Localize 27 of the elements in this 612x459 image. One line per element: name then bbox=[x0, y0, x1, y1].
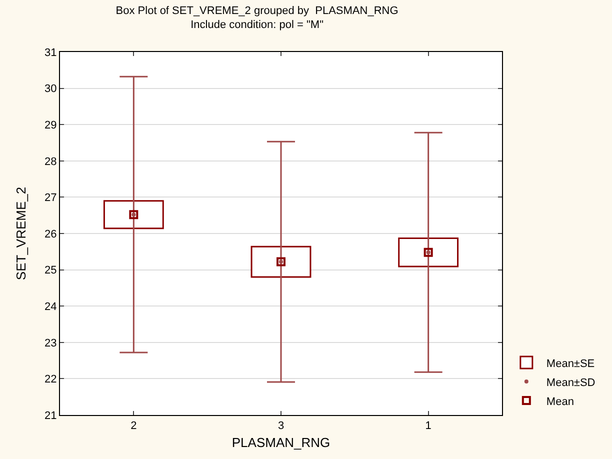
chart-title: Box Plot of SET_VREME_2 grouped by PLASMAN_RNG bbox=[116, 4, 398, 17]
y-tick-label: 26 bbox=[44, 228, 57, 240]
point bbox=[276, 257, 286, 266]
x-axis-title: PLASMAN_RNG bbox=[232, 434, 330, 450]
y-tick-label: 22 bbox=[44, 374, 57, 386]
legend-label: Mean bbox=[546, 396, 574, 408]
y-tick-label: 30 bbox=[44, 83, 57, 96]
y-tick-label: 28 bbox=[44, 156, 57, 168]
bar bbox=[250, 246, 312, 278]
legend-label: Mean±SE bbox=[546, 358, 595, 370]
y-tick-label: 23 bbox=[44, 337, 57, 350]
x-tick-label: 3 bbox=[278, 420, 284, 432]
legend-label: Mean±SD bbox=[546, 376, 596, 389]
bar bbox=[103, 200, 164, 230]
bar bbox=[398, 237, 459, 268]
point bbox=[129, 210, 138, 220]
chart-subtitle: Include condition: pol = "M" bbox=[190, 19, 324, 32]
y-tick-label: 21 bbox=[44, 410, 57, 422]
point bbox=[424, 248, 433, 257]
y-tick-label: 29 bbox=[44, 119, 57, 132]
y-axis-title: SET_VREME_2 bbox=[14, 186, 28, 280]
y-tick-label: 31 bbox=[44, 46, 57, 59]
y-tick-label: 25 bbox=[44, 264, 57, 277]
y-tick-label: 24 bbox=[44, 300, 57, 313]
x-tick-label: 2 bbox=[130, 420, 137, 432]
y-tick-label: 27 bbox=[44, 192, 57, 204]
x-tick-label: 1 bbox=[425, 420, 432, 432]
